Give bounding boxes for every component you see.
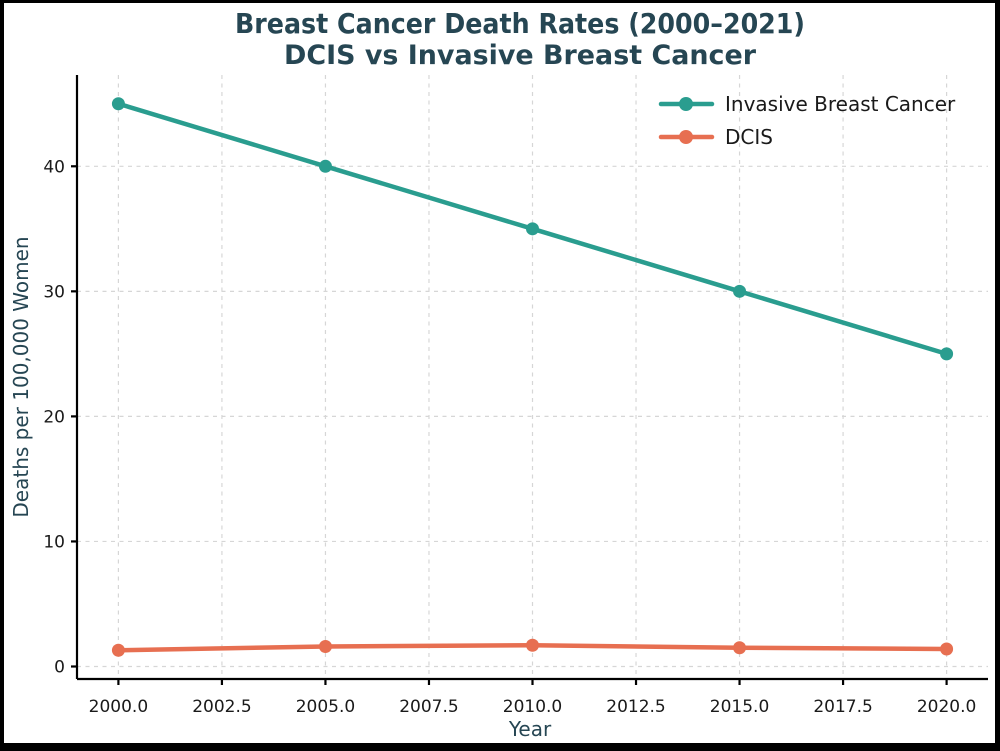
chart-subtitle: DCIS vs Invasive Breast Cancer — [284, 40, 757, 71]
data-point-invasive-breast-cancer — [111, 97, 125, 111]
axes — [71, 75, 988, 685]
legend-marker-invasive — [679, 97, 693, 111]
y-axis-label: Deaths per 100,000 Women — [9, 236, 33, 517]
legend-label-invasive: Invasive Breast Cancer — [725, 92, 956, 116]
y-tick-label: 0 — [54, 657, 65, 677]
data-point-invasive-breast-cancer — [526, 222, 539, 236]
data-point-invasive-breast-cancer — [318, 159, 332, 173]
chart-title: Breast Cancer Death Rates (2000–2021) — [235, 7, 805, 40]
legend-item-invasive: Invasive Breast Cancer — [658, 92, 956, 116]
series-dcis — [111, 638, 954, 657]
tick-labels: 2000.0 2002.5 2005.0 2007.5 2010.0 2012.5 2015… — [43, 157, 976, 717]
x-tick-label: 2012.5 — [606, 697, 665, 717]
data-point-dcis — [111, 643, 125, 657]
x-tick-label: 2005.0 — [296, 697, 355, 717]
x-tick-label: 2002.5 — [192, 697, 251, 717]
x-tick-label: 2017.5 — [813, 697, 872, 717]
data-point-dcis — [318, 639, 332, 653]
series-invasive-breast-cancer — [111, 97, 954, 361]
x-tick-label: 2015.0 — [710, 697, 769, 717]
data-point-dcis — [526, 638, 539, 652]
x-tick-label: 2007.5 — [399, 697, 458, 717]
y-tick-label: 30 — [43, 282, 65, 302]
data-point-dcis — [733, 641, 747, 655]
x-tick-label: 2000.0 — [89, 697, 148, 717]
legend-item-dcis: DCIS — [658, 125, 773, 149]
gridlines — [77, 75, 988, 679]
y-tick-label: 40 — [43, 157, 65, 177]
y-tick-label: 10 — [43, 532, 65, 552]
x-tick-label: 2020.0 — [917, 697, 976, 717]
legend-label-dcis: DCIS — [725, 125, 773, 149]
legend-marker-dcis — [679, 130, 693, 144]
data-point-invasive-breast-cancer — [733, 284, 747, 298]
x-tick-label: 2010.0 — [503, 697, 562, 717]
data-point-invasive-breast-cancer — [940, 347, 954, 361]
data-point-dcis — [940, 642, 954, 656]
x-axis-label: Year — [508, 717, 552, 741]
legend: Invasive Breast Cancer DCIS — [658, 92, 956, 149]
y-tick-label: 20 — [43, 407, 65, 427]
plot-area: 2000.0 2002.5 2005.0 2007.5 2010.0 2012.5 2015… — [43, 75, 988, 717]
